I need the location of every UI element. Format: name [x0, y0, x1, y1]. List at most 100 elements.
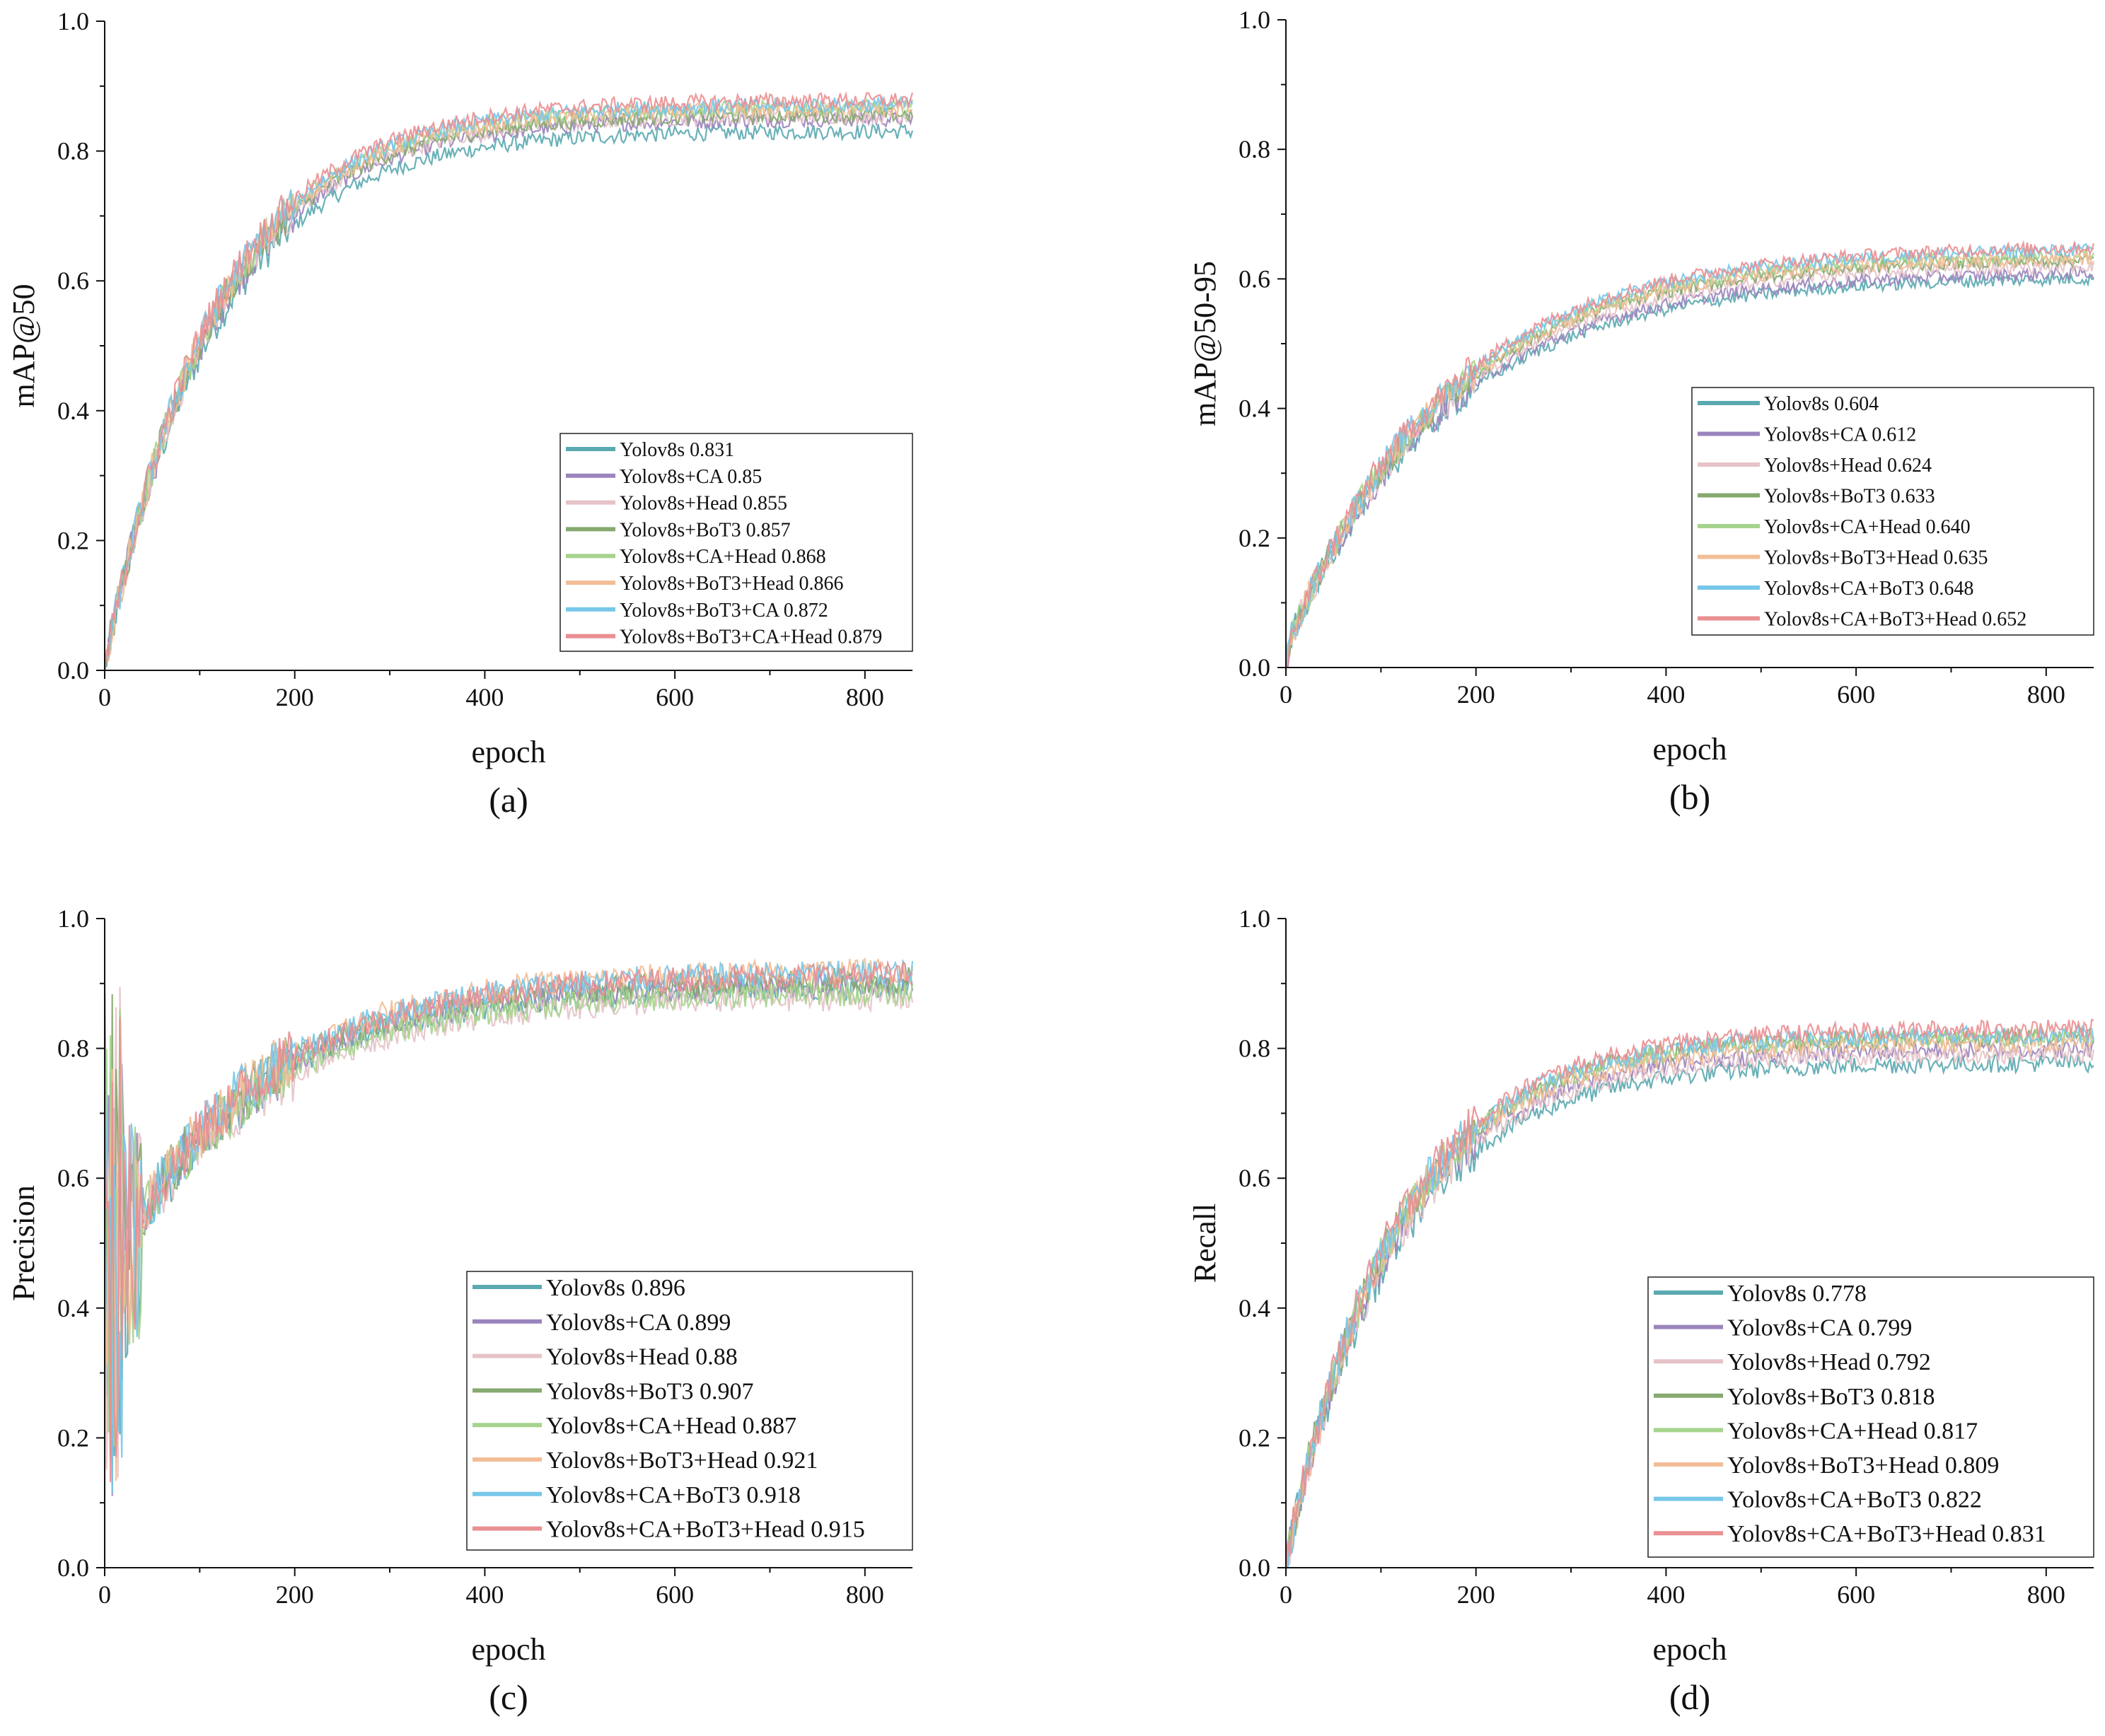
legend-entry: Yolov8s+BoT3+CA+Head 0.879 — [620, 627, 882, 648]
chart-panel-c: 0.0 0.2 0.4 0.6 0.8 1.0 0 200 400 600 800 epoch Prec… — [6, 904, 914, 1717]
series-line-yolov8s-bot3-head — [1285, 251, 2094, 668]
y-tick-label: 0.0 — [1239, 653, 1270, 682]
legend-entry: Yolov8s+CA 0.612 — [1764, 424, 1916, 446]
legend-box — [466, 1271, 913, 1551]
x-tick-label: 800 — [846, 1580, 884, 1609]
x-tick-label: 0 — [1280, 680, 1292, 709]
series-line-yolov8s-ca-head — [103, 978, 914, 1447]
x-axis-title: epoch — [471, 1632, 545, 1667]
y-tick-label: 1.0 — [57, 7, 89, 35]
legend-entry: Yolov8s+BoT3+Head 0.635 — [1764, 547, 1988, 569]
legend-entry: Yolov8s+BoT3 0.818 — [1727, 1384, 1935, 1410]
legend-box — [1691, 387, 2094, 636]
y-tick-label: 1.0 — [57, 904, 89, 933]
y-axis-title: Precision — [6, 1185, 41, 1301]
legend-entry: Yolov8s+BoT3+Head 0.921 — [546, 1447, 818, 1474]
legend-entry: Yolov8s+CA 0.899 — [546, 1310, 731, 1336]
legend-entry: Yolov8s+CA+BoT3 0.648 — [1764, 578, 1973, 600]
legend-entry: Yolov8s+CA+BoT3+Head 0.831 — [1727, 1521, 2046, 1547]
y-tick-label: 0.4 — [57, 1294, 89, 1322]
y-tick-label: 0.6 — [1239, 1164, 1270, 1192]
legend-entry: Yolov8s+CA+BoT3+Head 0.652 — [1764, 609, 2026, 631]
series-line-yolov8s-ca-head — [1285, 246, 2095, 668]
y-tick-label: 0.4 — [1239, 1294, 1270, 1322]
legend-entry: Yolov8s+CA+BoT3 0.822 — [1727, 1487, 1982, 1513]
series-line-yolov8s-head — [1285, 259, 2095, 668]
x-tick-label: 800 — [2027, 1580, 2065, 1609]
y-tick-label: 0.0 — [1239, 1554, 1270, 1582]
series-line-yolov8s-head — [1285, 1043, 2095, 1566]
x-tick-label: 200 — [1457, 680, 1495, 709]
series-line-yolov8s-ca-bot3-head — [1285, 240, 2095, 668]
x-tick-label: 200 — [276, 683, 314, 711]
x-tick-label: 600 — [1837, 1580, 1875, 1609]
legend: Yolov8s 0.896 Yolov8s+CA 0.899 Yolov8s+Hea… — [466, 1271, 913, 1551]
y-tick-label: 0.8 — [57, 1035, 89, 1063]
legend: Yolov8s 0.778 Yolov8s+CA 0.799 Yolov8s+Hea… — [1647, 1276, 2094, 1558]
x-tick-label: 600 — [1837, 680, 1875, 709]
series-line-yolov8s-ca-bot3-head — [1285, 1018, 2094, 1568]
x-axis-title: epoch — [1652, 732, 1727, 767]
legend: Yolov8s 0.831 Yolov8s+CA 0.85 Yolov8s+Head… — [559, 433, 913, 652]
legend-entry: Yolov8s+CA+Head 0.868 — [620, 546, 826, 568]
y-tick-label: 0.4 — [57, 397, 89, 425]
y-tick-label: 1.0 — [1239, 6, 1270, 34]
y-tick-label: 0.0 — [57, 656, 89, 685]
panel-label: (b) — [1669, 777, 1710, 817]
series-lines — [103, 91, 914, 671]
y-tick-label: 0.6 — [1239, 264, 1270, 293]
panel-label: (c) — [489, 1677, 528, 1717]
y-tick-label: 0.8 — [1239, 135, 1270, 163]
y-axis-title: mAP@50-95 — [1188, 261, 1222, 426]
chart-panel-a: 0.0 0.2 0.4 0.6 0.8 1.0 0 200 400 600 800 epoch mAP@… — [6, 7, 914, 820]
legend-entry: Yolov8s+Head 0.792 — [1727, 1349, 1931, 1375]
legend-entry: Yolov8s+CA+BoT3 0.918 — [546, 1482, 801, 1508]
x-tick-label: 800 — [2027, 680, 2065, 709]
legend-entry: Yolov8s+CA+BoT3+Head 0.915 — [546, 1517, 865, 1543]
legend-entry: Yolov8s+Head 0.88 — [546, 1344, 738, 1370]
legend-entry: Yolov8s 0.778 — [1727, 1281, 1867, 1307]
x-tick-label: 0 — [1280, 1580, 1292, 1609]
x-axis-title: epoch — [471, 735, 545, 769]
legend-entry: Yolov8s+CA+Head 0.640 — [1764, 516, 1971, 538]
legend-box — [559, 433, 913, 652]
y-tick-label: 0.2 — [1239, 524, 1270, 552]
y-axis-title: Recall — [1188, 1204, 1222, 1283]
x-tick-label: 600 — [656, 683, 694, 711]
series-line-yolov8s-ca-bot3-head — [103, 960, 913, 1483]
y-axis-title: mAP@50 — [6, 284, 41, 408]
series-lines — [1285, 240, 2095, 668]
y-tick-label: 0.8 — [1239, 1035, 1270, 1063]
x-tick-label: 0 — [98, 1580, 111, 1609]
legend-entry: Yolov8s+Head 0.855 — [620, 493, 787, 515]
legend-entry: Yolov8s+BoT3+Head 0.809 — [1727, 1452, 1999, 1479]
y-tick-label: 1.0 — [1239, 904, 1270, 933]
legend-entry: Yolov8s 0.604 — [1764, 393, 1879, 415]
legend-entry: Yolov8s+BoT3 0.633 — [1764, 486, 1935, 508]
x-tick-label: 200 — [1457, 1580, 1495, 1609]
legend-entry: Yolov8s+CA+Head 0.887 — [546, 1413, 796, 1439]
x-tick-label: 0 — [98, 683, 111, 711]
legend-entry: Yolov8s+CA+Head 0.817 — [1727, 1418, 1978, 1444]
chart-panel-b: 0.0 0.2 0.4 0.6 0.8 1.0 0 200 400 600 800 epoch mAP@… — [1188, 6, 2095, 817]
legend-entry: Yolov8s+BoT3 0.857 — [620, 519, 791, 541]
legend-box — [1647, 1276, 2094, 1558]
series-lines — [103, 957, 914, 1496]
y-tick-label: 0.2 — [1239, 1423, 1270, 1452]
panel-label: (a) — [489, 780, 528, 820]
x-tick-label: 400 — [1647, 1580, 1685, 1609]
x-tick-label: 200 — [276, 1580, 314, 1609]
panel-label: (d) — [1669, 1677, 1710, 1717]
legend-entry: Yolov8s+CA 0.799 — [1727, 1315, 1912, 1341]
x-tick-label: 400 — [1647, 680, 1685, 709]
legend-entry: Yolov8s 0.896 — [546, 1275, 685, 1301]
legend: Yolov8s 0.604 Yolov8s+CA 0.612 Yolov8s+Hea… — [1691, 387, 2094, 636]
y-tick-label: 0.2 — [57, 1423, 89, 1452]
series-line-yolov8s-bot3-ca-head — [103, 91, 914, 671]
legend-entry: Yolov8s+BoT3+CA 0.872 — [620, 600, 828, 622]
series-lines — [1285, 1018, 2095, 1569]
x-tick-label: 600 — [656, 1580, 694, 1609]
legend-entry: Yolov8s 0.831 — [620, 439, 734, 461]
y-tick-label: 0.6 — [57, 1164, 89, 1192]
